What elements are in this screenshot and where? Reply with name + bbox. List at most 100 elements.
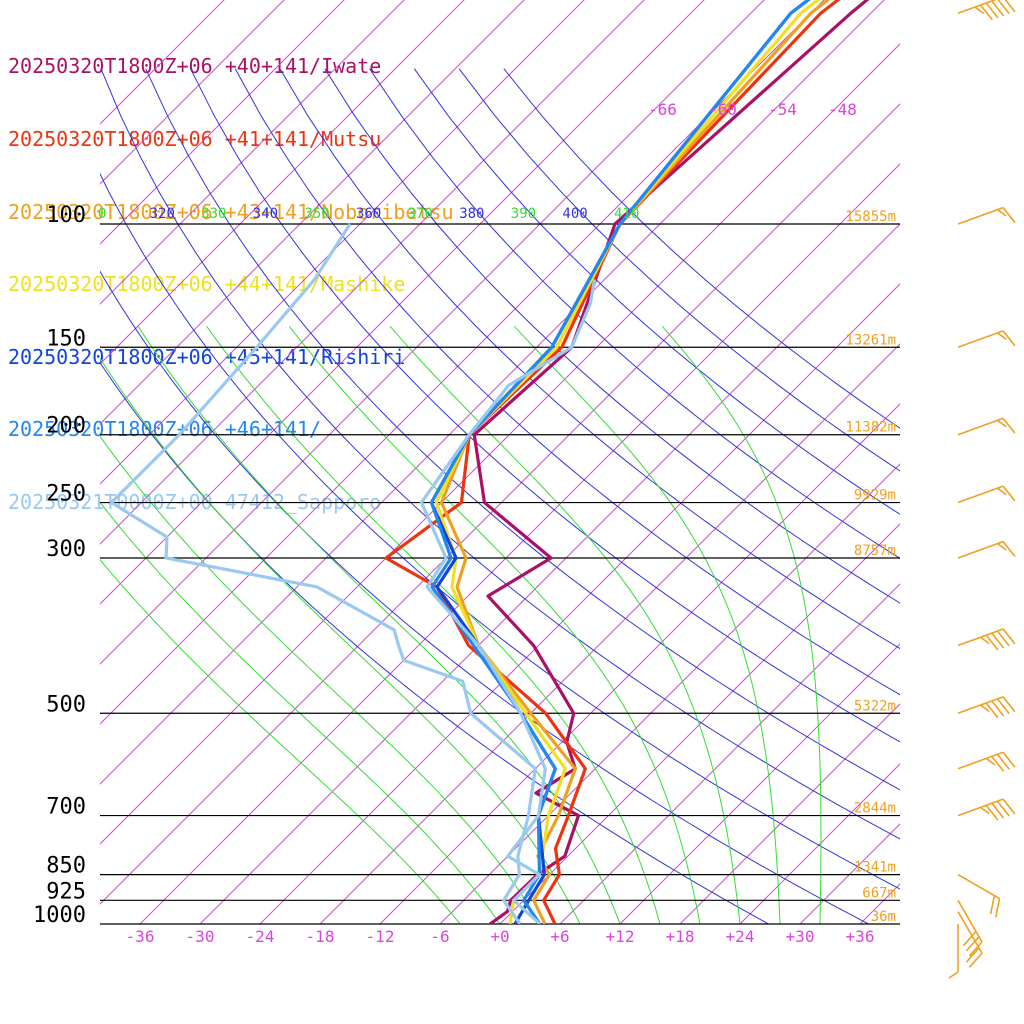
wind-barb-feather [996, 208, 1007, 217]
wind-barb-feather [1002, 417, 1016, 434]
dry-adiabat-line [458, 68, 900, 472]
theta-label: 350 [304, 206, 329, 222]
pressure-label-300: 300 [46, 537, 86, 562]
dry-adiabat-line [190, 68, 900, 743]
moist-adiabat-line [100, 435, 541, 924]
wind-barb-feather [996, 542, 1007, 551]
wind-barb-shaft [957, 751, 1004, 770]
wind-barb [957, 798, 1016, 821]
height-label-300: 8757m [854, 543, 896, 559]
dry-adiabat-line [100, 68, 900, 840]
wind-barb-feather [996, 487, 1007, 496]
isotherm-line [439, 463, 900, 924]
upper-temp-label: -54 [768, 100, 797, 119]
wind-barb-shaft [957, 485, 1004, 504]
wind-barb-shaft [957, 911, 983, 954]
wind-barb-feather [991, 802, 1005, 819]
wind-barb-feather [1002, 207, 1016, 223]
temp-tick-label: +36 [846, 927, 875, 946]
temp-tick-label: -18 [306, 927, 335, 946]
pressure-label-500: 500 [46, 692, 86, 717]
isotherm-line [100, 0, 825, 725]
wind-barb-feather [985, 757, 996, 766]
isotherm-line [559, 583, 900, 924]
wind-barb-feather [991, 632, 1005, 649]
wind-barb [957, 206, 1016, 225]
theta-label: 390 [511, 206, 536, 222]
wind-barb-feather [991, 755, 1005, 772]
wind-barb-feather [1004, 0, 1016, 13]
wind-barb-feather [1002, 485, 1016, 502]
wind-barb-feather [948, 971, 959, 979]
wind-barb [957, 696, 1016, 719]
height-label-200: 11382m [845, 420, 896, 436]
wind-barb-feather [1002, 330, 1016, 347]
theta-label: 410 [614, 206, 639, 222]
wind-barb-feather [985, 804, 999, 821]
isotherm-line [319, 343, 900, 924]
pressure-label-100: 100 [46, 203, 86, 228]
wind-barb [957, 330, 1016, 349]
upper-temp-label: -60 [708, 100, 737, 119]
wind-barb [957, 751, 1016, 772]
wind-barb [948, 924, 959, 979]
wind-barb-feather [991, 700, 1005, 717]
wind-barb-feather [996, 630, 1010, 647]
legend: 20250320T1800Z+06 +40+141/Iwate 20250320… [8, 6, 454, 538]
temp-tick-label: -24 [246, 927, 275, 946]
dry-adiabat-line [234, 68, 900, 696]
dry-adiabat-line [324, 68, 900, 604]
wind-barb-feather [980, 636, 990, 645]
wind-barb-feather [996, 698, 1010, 715]
moist-adiabat-line [206, 325, 661, 924]
isotherm-line [100, 103, 900, 905]
height-label-850: 1341m [854, 860, 896, 876]
wind-barb-feather [968, 941, 983, 957]
isotherm-line [100, 0, 705, 605]
dry-adiabat-line [503, 68, 900, 429]
temp-tick-label: +0 [490, 927, 509, 946]
temp-tick-label: +30 [786, 927, 815, 946]
isotherm-line [139, 163, 900, 924]
wind-barb-shaft [957, 330, 1004, 349]
isotherm-line [100, 0, 885, 785]
isotherm-line [100, 0, 645, 545]
wind-barb-feather [962, 930, 977, 947]
wind-barb [957, 899, 983, 957]
theta-label: 360 [356, 206, 381, 222]
isotherm-line [859, 883, 900, 924]
wind-barb [957, 0, 1016, 21]
legend-entry-mutsu: 20250320T1800Z+06 +41+141/Mutsu [8, 127, 382, 152]
isotherm-line [679, 703, 900, 924]
moist-adiabat-line [389, 325, 741, 924]
dry-adiabat-line [413, 68, 900, 515]
moist-adiabat-line [100, 357, 581, 924]
profile-line-sapporo-dewpoint [109, 223, 537, 924]
wind-barb-shaft [957, 417, 1004, 436]
moist-adiabat-line [513, 325, 781, 924]
height-label-100: 15855m [845, 209, 896, 225]
wind-barb-feather [979, 4, 993, 21]
profile-line-iwate [472, 0, 870, 924]
wind-barb-feather [980, 704, 990, 713]
wind-barb [957, 911, 983, 968]
isotherm-line [100, 0, 345, 245]
profile-line-rishiri [429, 0, 811, 924]
dry-adiabat-line [369, 68, 900, 559]
isotherm-line [100, 0, 225, 125]
pressure-label-700: 700 [46, 795, 86, 820]
upper-temp-label: -48 [828, 100, 857, 119]
temp-tick-label: +24 [726, 927, 755, 946]
moist-adiabat-line [100, 558, 461, 924]
theta-label: 330 [201, 206, 226, 222]
wind-barb-shaft [957, 873, 1000, 900]
wind-barb [957, 628, 1016, 651]
profile-line-sapporo [419, 279, 597, 924]
theta-label: 340 [253, 206, 278, 222]
upper-temp-label: -66 [648, 100, 677, 119]
wind-barb-feather [996, 800, 1010, 817]
wind-barb-feather [985, 2, 999, 19]
temp-tick-label: -30 [186, 927, 215, 946]
wind-barb [957, 417, 1016, 436]
isotherm-line [100, 0, 585, 485]
